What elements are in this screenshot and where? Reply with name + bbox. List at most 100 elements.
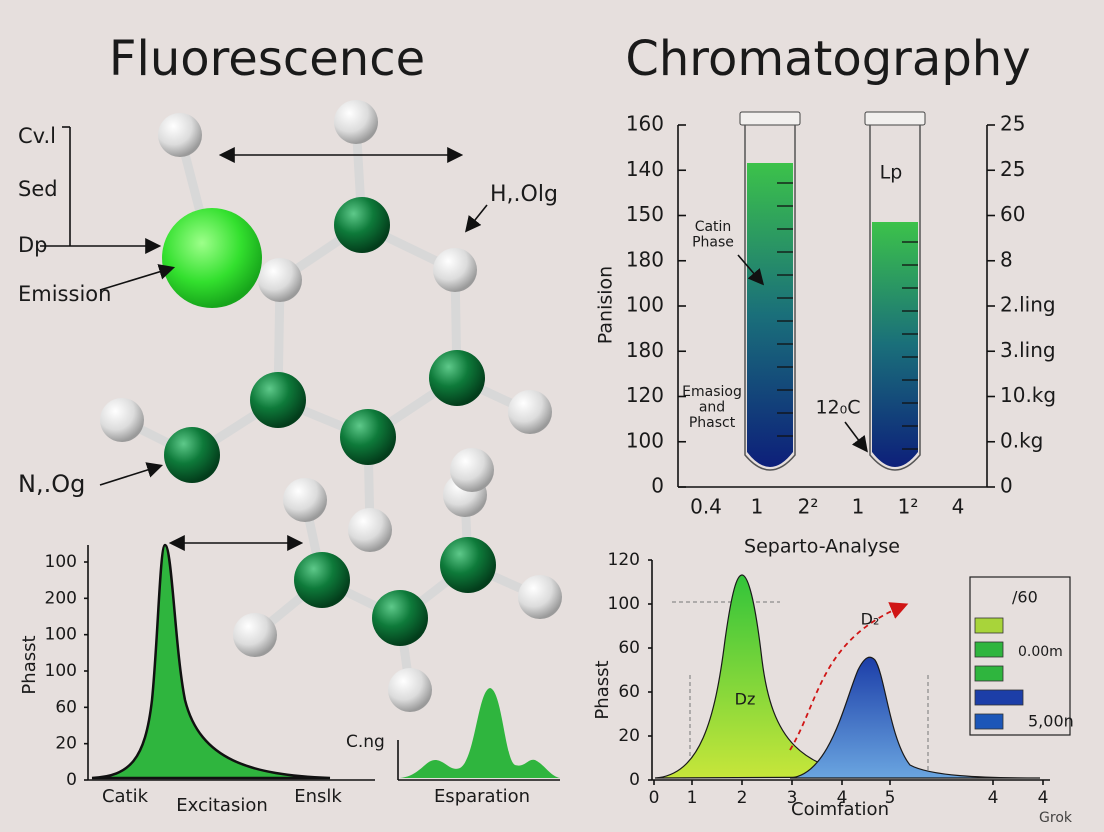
- y-tick-label: 60: [618, 638, 640, 658]
- y-tick-label: 25: [1000, 157, 1025, 181]
- x-tick-label: 4: [988, 788, 999, 808]
- x-tick-label: 0.4: [690, 495, 722, 519]
- molecule-label: Emission: [18, 282, 111, 306]
- carbon-atom: [334, 197, 390, 253]
- y-tick-label: 140: [626, 157, 664, 181]
- hydrogen-atom: [334, 100, 378, 144]
- inset-peaks: [400, 688, 560, 778]
- tube-cap: [864, 111, 926, 126]
- y-tick-label: 200: [45, 588, 77, 608]
- x-tick-label: 4: [952, 495, 965, 519]
- carbon-atom: [429, 350, 485, 406]
- tube-cap: [739, 111, 801, 126]
- watermark: Grok: [1039, 810, 1073, 826]
- x-tick-label: 1: [852, 495, 865, 519]
- y-tick-label: 20: [55, 734, 77, 754]
- carbon-atom: [294, 552, 350, 608]
- hydrogen-atom: [258, 258, 302, 302]
- x-tick-label: 5: [885, 788, 896, 808]
- hydrogen-atom: [433, 248, 477, 292]
- pointer-arrow: [844, 421, 868, 453]
- y-tick-label: 100: [45, 552, 77, 572]
- tube-glass: [869, 125, 921, 471]
- y-tick-label: 3.ling: [1000, 338, 1056, 362]
- x-tick-label: 4: [1038, 788, 1049, 808]
- pointer-arrow: [737, 254, 765, 286]
- y-tick-label: 0: [66, 770, 77, 790]
- tube-liquid: [747, 163, 793, 467]
- y-axis-label: Phasst: [592, 660, 613, 719]
- hydrogen-atom: [233, 613, 277, 657]
- inset-x-label: Esparation: [434, 786, 530, 807]
- y-tick-label: 0.kg: [1000, 428, 1043, 452]
- x-tick-label: 2²: [798, 495, 819, 519]
- x-tick-label: 2: [737, 788, 748, 808]
- y-tick-label: 0: [651, 474, 664, 498]
- legend-swatch: [974, 713, 1004, 730]
- y-tick-label: 25: [1000, 112, 1025, 136]
- y-tick-label: 2.ling: [1000, 293, 1056, 317]
- molecule-label: H,.Olg: [490, 182, 558, 207]
- y-tick-label: 180: [626, 247, 664, 271]
- y-axis-label: Panision: [595, 266, 617, 344]
- molecule-label: N,.Og: [18, 470, 85, 498]
- y-tick-label: 60: [55, 697, 77, 717]
- y-tick-label: 20: [618, 726, 640, 746]
- legend-swatch: [974, 689, 1024, 706]
- hydrogen-atom: [100, 398, 144, 442]
- pointer-arrow: [465, 204, 488, 233]
- y-tick-label: 0: [1000, 474, 1013, 498]
- annotation: 12₀C: [815, 397, 860, 419]
- legend-label: 5,00n: [1028, 712, 1074, 731]
- y-tick-label: 0: [629, 770, 640, 790]
- hydrogen-atom: [158, 113, 202, 157]
- carbon-atom: [340, 409, 396, 465]
- annotation: Catin Phase: [692, 219, 734, 250]
- x-tick-label: 3: [787, 788, 798, 808]
- molecule-label: Sed: [18, 177, 58, 201]
- carbon-atom: [164, 427, 220, 483]
- molecule-label: Dp: [18, 233, 48, 257]
- x-axis-label: Enslk: [294, 786, 342, 807]
- x-tick-label: 1: [687, 788, 698, 808]
- emission-peak: [91, 543, 331, 780]
- y-tick-label: 180: [626, 338, 664, 362]
- hydrogen-atom: [283, 478, 327, 522]
- arrow-label: D₂: [861, 610, 880, 629]
- x-axis-label: Excitasion: [176, 795, 268, 816]
- legend-label: /60: [1012, 588, 1038, 607]
- carbon-atom: [250, 372, 306, 428]
- hydrogen-atom: [508, 390, 552, 434]
- annotation: Emasiog and Phasct: [682, 384, 742, 431]
- annotation: Lp: [880, 162, 903, 184]
- carbon-atom: [440, 537, 496, 593]
- y-tick-label: 120: [608, 550, 640, 570]
- y-tick-label: 100: [626, 293, 664, 317]
- y-tick-label: 100: [626, 428, 664, 452]
- legend-label: 0.00m: [1018, 644, 1063, 660]
- tube-glass: [744, 125, 796, 471]
- molecule-label: Cv.l: [18, 124, 56, 148]
- y-tick-label: 100: [45, 661, 77, 681]
- hydrogen-atom: [348, 508, 392, 552]
- dashed-arrow: [789, 602, 909, 751]
- hydrogen-atom: [518, 575, 562, 619]
- legend-box: [969, 576, 1071, 736]
- y-tick-label: 120: [626, 383, 664, 407]
- pointer-arrow: [99, 462, 164, 486]
- y-tick-label: 100: [608, 594, 640, 614]
- x-tick-label: 4: [837, 788, 848, 808]
- left-title: Fluorescence: [109, 31, 425, 87]
- y-tick-label: 150: [626, 202, 664, 226]
- x-axis-label: Catik: [102, 786, 149, 807]
- y-tick-label: 60: [1000, 202, 1025, 226]
- y-tick-label: 8: [1000, 247, 1013, 271]
- y-axis-label: Phasst: [19, 635, 40, 694]
- legend-swatch: [974, 641, 1004, 658]
- x-tick-label: 1²: [898, 495, 919, 519]
- fluorophore-atom: [162, 208, 262, 308]
- panel-title: Separto-Analyse: [744, 536, 900, 558]
- pointer-arrow: [99, 264, 176, 291]
